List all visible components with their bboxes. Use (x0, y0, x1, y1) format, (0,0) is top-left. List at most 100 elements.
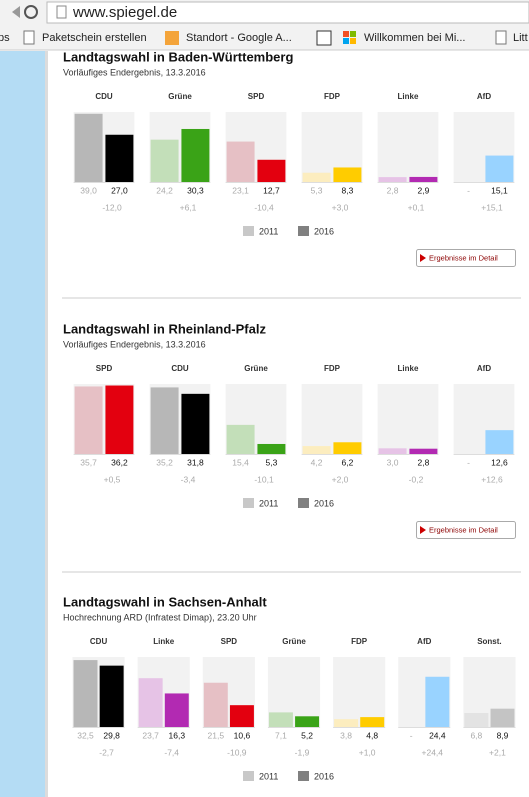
legend-swatch (243, 771, 254, 781)
party-label: CDU (95, 92, 113, 101)
value-label: 31,8 (187, 457, 204, 467)
panel (377, 112, 439, 182)
legend-swatch (298, 498, 309, 508)
side-strip (0, 51, 45, 797)
legend-label: 2011 (259, 498, 278, 508)
change-label: +6,1 (180, 202, 197, 212)
value-label: 6,2 (342, 457, 354, 467)
bar (226, 141, 255, 182)
url[interactable]: www.spiegel.de (72, 4, 177, 21)
change-label: -7,4 (164, 747, 179, 757)
bar (490, 708, 515, 727)
value-label: 30,3 (187, 185, 204, 195)
legend-label: 2011 (259, 771, 278, 781)
bar (333, 442, 362, 454)
bar (229, 705, 254, 727)
bookmark-icon (165, 31, 179, 45)
party-label: AfD (477, 92, 491, 101)
bar (203, 682, 228, 727)
detail-button[interactable] (416, 249, 516, 267)
bar (464, 713, 489, 727)
value-label: 2,8 (387, 185, 399, 195)
detail-button[interactable] (416, 521, 516, 539)
bar (99, 665, 124, 727)
detail-button-label[interactable]: Ergebnisse im Detail (429, 253, 498, 262)
change-label: +2,1 (489, 747, 506, 757)
chart-subtitle: Vorläufiges Endergebnis, 13.3.2016 (63, 339, 206, 349)
legend-swatch (298, 771, 309, 781)
value-label: 7,1 (275, 730, 287, 740)
party-label: Sonst. (477, 637, 501, 646)
party-label: AfD (417, 637, 431, 646)
value-label: 5,3 (266, 457, 278, 467)
bar (73, 660, 98, 727)
bar (295, 716, 320, 727)
value-label: 10,6 (234, 730, 251, 740)
bookmark-icon (343, 38, 349, 44)
reload-icon[interactable] (24, 5, 38, 19)
change-label: -1,9 (295, 747, 310, 757)
value-label: 4,2 (311, 457, 323, 467)
change-label: -0,2 (409, 474, 424, 484)
bar (378, 448, 407, 454)
detail-button-label[interactable]: Ergebnisse im Detail (429, 525, 498, 534)
page-icon (56, 5, 67, 19)
chart-title: Landtagswahl in Sachsen-Anhalt (63, 594, 267, 609)
change-label: -12,0 (102, 202, 122, 212)
value-label: 24,4 (429, 730, 446, 740)
party-label: SPD (221, 637, 238, 646)
chart-title: Landtagswahl in Baden-Württemberg (63, 49, 293, 64)
bar (425, 676, 450, 727)
party-label: SPD (248, 92, 265, 101)
change-label: -10,4 (254, 202, 274, 212)
bookmark[interactable]: Paketschein erstellen (42, 32, 147, 44)
bar (164, 693, 189, 727)
side-border (45, 51, 48, 797)
party-label: Grüne (282, 637, 306, 646)
value-label: 5,3 (311, 185, 323, 195)
change-label: +0,5 (104, 474, 121, 484)
value-label: - (467, 185, 470, 195)
chart-subtitle: Vorläufiges Endergebnis, 13.3.2016 (63, 67, 206, 77)
bar (257, 443, 286, 454)
value-label: 3,8 (340, 730, 352, 740)
change-label: +15,1 (481, 202, 503, 212)
value-label: 24,2 (156, 185, 173, 195)
bookmark[interactable]: Litt (513, 32, 528, 44)
value-label: 39,0 (80, 185, 97, 195)
party-label: CDU (90, 637, 108, 646)
legend-label: 2016 (314, 771, 334, 781)
bookmark[interactable]: Standort - Google A... (186, 32, 292, 44)
bar (74, 113, 103, 182)
value-label: 15,1 (491, 185, 508, 195)
back-icon[interactable] (12, 6, 20, 18)
bar (74, 386, 103, 454)
change-label: +1,0 (359, 747, 376, 757)
bar (150, 387, 179, 454)
value-label: 27,0 (111, 185, 128, 195)
bar (485, 430, 514, 454)
bar (409, 176, 438, 182)
bar (105, 134, 134, 182)
change-label: -10,9 (227, 747, 247, 757)
party-label: Linke (398, 92, 419, 101)
bookmark[interactable]: Willkommen bei Mi... (364, 32, 465, 44)
value-label: 35,2 (156, 457, 173, 467)
bookmark-icon (495, 30, 507, 45)
bar (378, 177, 407, 182)
bar (334, 719, 359, 727)
value-label: - (410, 730, 413, 740)
bar (360, 717, 385, 727)
value-label: 2,9 (418, 185, 430, 195)
legend-swatch (298, 226, 309, 236)
change-label: -10,1 (254, 474, 274, 484)
party-label: Linke (398, 364, 419, 373)
value-label: 23,7 (142, 730, 159, 740)
bookmark[interactable]: ps (0, 32, 10, 44)
value-label: 8,3 (342, 185, 354, 195)
url-box[interactable] (46, 1, 529, 24)
value-label: 12,7 (263, 185, 280, 195)
party-label: Grüne (244, 364, 268, 373)
